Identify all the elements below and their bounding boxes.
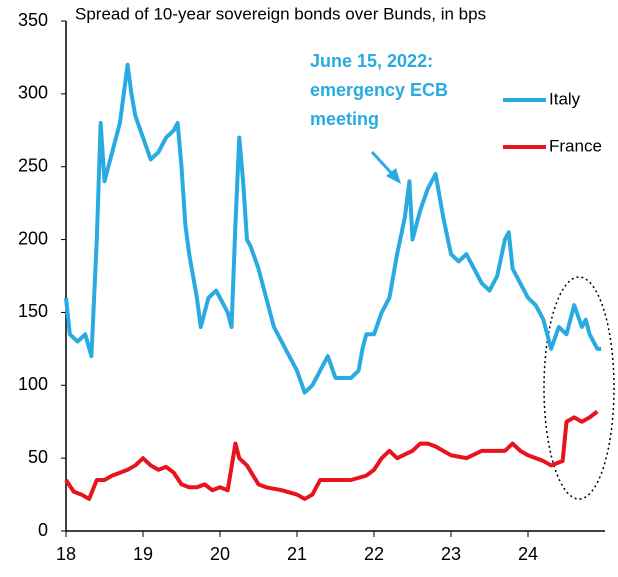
x-tick-label: 18 bbox=[56, 544, 76, 564]
x-tick-label: 21 bbox=[287, 544, 307, 564]
annotation-arrowhead bbox=[386, 168, 401, 184]
x-tick-label: 20 bbox=[210, 544, 230, 564]
x-tick-label: 19 bbox=[133, 544, 153, 564]
annotation-line: June 15, 2022: bbox=[310, 51, 433, 71]
chart-title: Spread of 10-year sovereign bonds over B… bbox=[75, 4, 486, 23]
y-tick-label: 100 bbox=[18, 374, 48, 394]
legend-label: France bbox=[549, 136, 602, 155]
annotation-line: meeting bbox=[310, 109, 379, 129]
y-tick-label: 300 bbox=[18, 83, 48, 103]
y-tick-label: 200 bbox=[18, 228, 48, 248]
y-tick-label: 250 bbox=[18, 155, 48, 175]
highlight-ellipse bbox=[543, 276, 615, 500]
y-tick-label: 0 bbox=[38, 520, 48, 540]
annotation: June 15, 2022: emergency ECB meeting bbox=[310, 51, 448, 129]
series-line bbox=[64, 62, 602, 395]
annotation-arrow bbox=[370, 150, 396, 178]
x-tick-label: 24 bbox=[518, 544, 538, 564]
x-tick-label: 23 bbox=[441, 544, 461, 564]
annotation-line: emergency ECB bbox=[310, 80, 448, 100]
x-tick-label: 22 bbox=[364, 544, 384, 564]
y-tick-label: 150 bbox=[18, 301, 48, 321]
y-tick-label: 350 bbox=[18, 10, 48, 30]
y-tick-label: 50 bbox=[28, 447, 48, 467]
series-line bbox=[64, 409, 599, 501]
legend-label: Italy bbox=[549, 89, 581, 108]
